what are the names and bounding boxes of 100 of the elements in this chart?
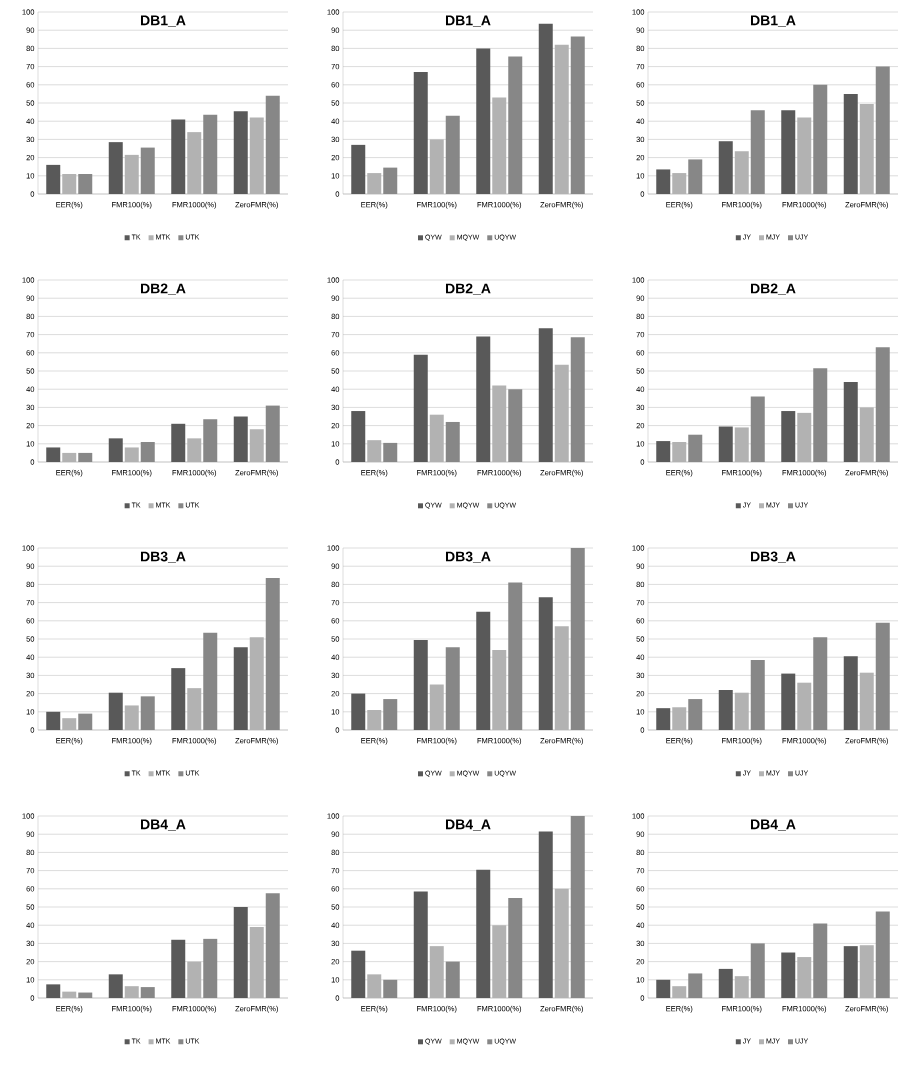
bar [718, 426, 733, 463]
chart-title: DB4_A [750, 819, 796, 831]
bar [171, 668, 186, 731]
bar [140, 441, 155, 463]
bar [781, 952, 796, 999]
bar [843, 381, 858, 463]
bar [570, 337, 585, 463]
chart-title: DB4_A [140, 819, 186, 831]
bar [445, 115, 460, 195]
bar [656, 169, 671, 194]
bar [265, 578, 280, 731]
bar [570, 548, 585, 731]
bar [108, 974, 123, 999]
bar [265, 95, 280, 194]
bar [203, 114, 218, 194]
chart-title: DB2_A [750, 283, 796, 296]
bar [78, 992, 93, 999]
bar [108, 438, 123, 463]
bar [570, 816, 585, 999]
bar [233, 111, 248, 194]
bar [538, 328, 553, 463]
bar [233, 907, 248, 999]
bar [78, 173, 93, 194]
bar [813, 637, 828, 731]
bar [383, 699, 398, 731]
bar [78, 713, 93, 731]
bar [538, 597, 553, 731]
bar [750, 659, 765, 731]
bar [508, 389, 523, 463]
chart-title: DB1_A [140, 15, 186, 27]
bar [843, 656, 858, 731]
chart-title: DB1_A [750, 15, 796, 27]
bar [843, 946, 858, 999]
bar [233, 647, 248, 731]
bar [78, 452, 93, 463]
bar [476, 869, 491, 999]
bar [108, 142, 123, 194]
bar [140, 147, 155, 194]
bar [351, 411, 366, 463]
bar [203, 632, 218, 731]
bar [875, 347, 890, 463]
bar [656, 708, 671, 731]
bar [445, 961, 460, 999]
bar [203, 419, 218, 463]
bar [508, 897, 523, 999]
bar [171, 423, 186, 463]
bar [781, 411, 796, 463]
bar [413, 354, 428, 463]
bar [413, 891, 428, 999]
bar [875, 911, 890, 999]
bar [351, 144, 366, 195]
bar [718, 968, 733, 999]
bar [46, 984, 61, 999]
chart-title: DB4_A [445, 819, 491, 831]
bar [508, 582, 523, 731]
bar [750, 943, 765, 999]
bar [718, 689, 733, 731]
bar [538, 831, 553, 999]
bar [413, 72, 428, 195]
bar [476, 336, 491, 463]
bar [656, 441, 671, 463]
bar [718, 141, 733, 194]
bar [383, 167, 398, 195]
bar [781, 110, 796, 194]
bar [843, 93, 858, 194]
bar [813, 368, 828, 463]
bar [108, 692, 123, 731]
chart-title: DB3_A [140, 551, 186, 564]
bar [351, 693, 366, 731]
bar [813, 84, 828, 194]
bar [46, 447, 61, 463]
bar [383, 979, 398, 999]
bar [570, 36, 585, 195]
chart-title: DB3_A [445, 551, 491, 564]
chart-title: DB2_A [445, 283, 491, 296]
bar [351, 950, 366, 999]
bar [688, 434, 703, 463]
bar [656, 979, 671, 999]
bar [813, 923, 828, 999]
bar [265, 893, 280, 999]
bar [383, 442, 398, 463]
bar [203, 938, 218, 999]
bar [508, 56, 523, 195]
bar [750, 396, 765, 463]
bar [476, 611, 491, 731]
chart-title: DB1_A [445, 15, 491, 27]
bar [413, 639, 428, 731]
bar [233, 416, 248, 463]
bar [46, 711, 61, 731]
bar [265, 405, 280, 463]
bar [875, 622, 890, 731]
bar [688, 973, 703, 999]
bar [140, 696, 155, 731]
bar [750, 110, 765, 194]
bar [781, 673, 796, 731]
bar [538, 23, 553, 195]
bar [46, 164, 61, 194]
bar [140, 987, 155, 999]
bar [688, 159, 703, 194]
bar [171, 939, 186, 999]
